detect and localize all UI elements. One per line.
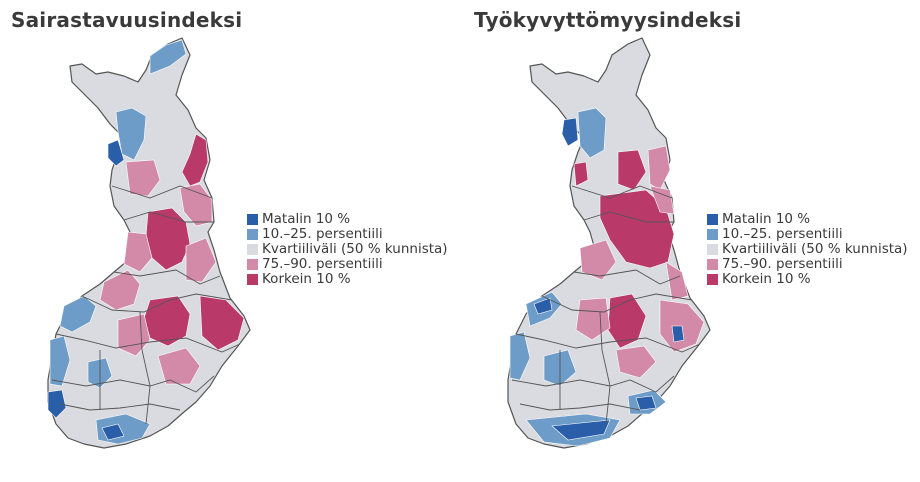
legend-item-highest: Korkein 10 %: [707, 272, 908, 287]
region-southwest-dark: [47, 389, 67, 419]
map-panel-sairastavuus: Sairastavuusindeksi: [11, 8, 448, 449]
legend-item-lowest: Matalin 10 %: [247, 212, 448, 227]
legend-item-low: 10.–25. persentiili: [247, 227, 448, 242]
region-karelia-dark: [671, 325, 685, 343]
legend-label: 10.–25. persentiili: [262, 226, 383, 242]
legend-item-high: 75.–90. persentiili: [707, 257, 908, 272]
map-title: Sairastavuusindeksi: [11, 8, 243, 32]
region-central-ostro: [99, 269, 141, 311]
legend-swatch: [707, 274, 718, 285]
region-savo: [607, 293, 647, 349]
region-uusimaa-dark: [551, 419, 611, 441]
legend-swatch: [247, 274, 258, 285]
legend-swatch: [247, 214, 258, 225]
region-lapland-pink: [573, 161, 589, 187]
region-lapland-north: [149, 39, 187, 75]
legend-label: Matalin 10 %: [722, 211, 811, 227]
region-east-lapland: [181, 133, 209, 187]
region-south-savo: [157, 347, 201, 385]
legend-swatch: [707, 244, 718, 255]
region-southwest: [509, 331, 531, 381]
legend-swatch: [707, 229, 718, 240]
legend-item-middle: Kvartiiliväli (50 % kunnista): [247, 242, 448, 257]
legend-label: Kvartiiliväli (50 % kunnista): [262, 241, 448, 257]
region-mid-lapland: [617, 149, 647, 191]
legend-item-middle: Kvartiiliväli (50 % kunnista): [707, 242, 908, 257]
legend-label: Korkein 10 %: [262, 271, 351, 287]
legend-swatch: [247, 259, 258, 270]
legend-label: Kvartiiliväli (50 % kunnista): [722, 241, 908, 257]
region-mid-lapland: [125, 159, 161, 197]
legend-swatch: [247, 244, 258, 255]
region-north-karelia: [199, 295, 245, 351]
finland-choropleth-map: [507, 37, 711, 449]
legend-label: 75.–90. persentiili: [722, 256, 843, 272]
region-lapland-dark: [107, 139, 125, 167]
region-oulu: [123, 231, 153, 273]
region-southeast-dark: [635, 395, 657, 411]
region-ostrobothnia-coast: [59, 295, 97, 333]
region-borders: [511, 185, 701, 425]
legend-item-high: 75.–90. persentiili: [247, 257, 448, 272]
region-oulu: [579, 239, 617, 281]
legend-label: Matalin 10 %: [262, 211, 351, 227]
region-lapland-west: [115, 107, 147, 161]
legend-swatch: [247, 229, 258, 240]
finland-choropleth-map: [47, 37, 251, 449]
map-title: Työkyvyttömyysindeksi: [474, 8, 742, 32]
legend-label: Korkein 10 %: [722, 271, 811, 287]
legend-label: 10.–25. persentiili: [722, 226, 843, 242]
region-lapland-dark: [561, 117, 579, 147]
region-west-coast-dark: [533, 297, 553, 315]
legend-swatch: [707, 214, 718, 225]
legend-label: 75.–90. persentiili: [262, 256, 383, 272]
legend-item-highest: Korkein 10 %: [247, 272, 448, 287]
region-east-lapland: [647, 145, 671, 191]
legend-swatch: [707, 259, 718, 270]
region-kuusamo: [649, 185, 675, 215]
legend-item-lowest: Matalin 10 %: [707, 212, 908, 227]
region-west-coast: [49, 335, 71, 387]
region-lapland-west: [577, 107, 607, 159]
map-panel-tyokyvyttomyys: Työkyvyttömyysindeksi: [460, 0, 920, 482]
region-kainuu: [185, 237, 217, 283]
region-kainuu: [665, 261, 689, 301]
region-uusimaa-dark: [101, 423, 125, 441]
map-legend: Matalin 10 % 10.–25. persentiili Kvartii…: [707, 212, 908, 287]
region-mid-pink: [615, 345, 657, 379]
map-legend: Matalin 10 % 10.–25. persentiili Kvartii…: [247, 212, 448, 287]
region-borders: [51, 185, 241, 425]
legend-item-low: 10.–25. persentiili: [707, 227, 908, 242]
country-shape: [507, 37, 711, 449]
